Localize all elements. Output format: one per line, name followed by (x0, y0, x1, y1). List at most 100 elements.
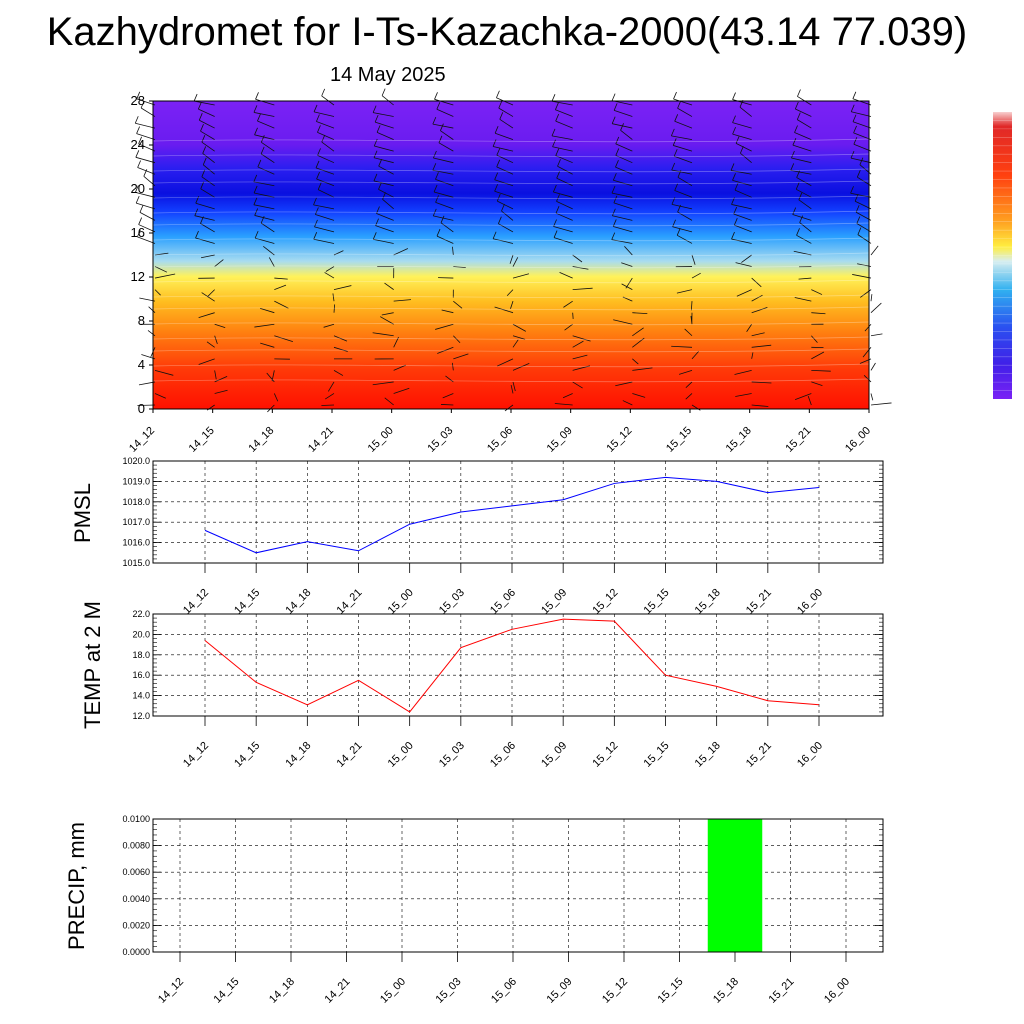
x-tick-label: 16_00 (795, 740, 825, 770)
wind-barb-flag (373, 138, 378, 147)
wind-barb-flag (855, 205, 860, 213)
wind-barb (137, 404, 156, 406)
plot-frame (152, 613, 884, 717)
wind-barb (673, 145, 693, 152)
wind-barb (453, 266, 466, 269)
heatmap-x-tick-label: 15_00 (366, 425, 396, 455)
wind-barb (433, 191, 454, 198)
wind-barb-flag (254, 230, 259, 239)
wind-barbs (134, 88, 892, 413)
wind-barb-flag (433, 184, 438, 193)
wind-barb (200, 223, 215, 233)
wind-barb (870, 302, 882, 313)
wind-barb (381, 312, 394, 316)
wind-barb-flag (315, 207, 319, 215)
wind-barb (257, 120, 275, 129)
wind-barb-flag (435, 172, 439, 180)
wind-barb (453, 335, 461, 343)
wind-barb (678, 370, 693, 375)
wind-barb (798, 199, 812, 210)
wind-barb-flag (381, 88, 386, 96)
x-tick-label: 14_12 (181, 587, 211, 617)
wind-barb (198, 358, 215, 365)
wind-barb (318, 189, 335, 198)
wind-barb (510, 301, 514, 309)
wind-barb (452, 246, 454, 256)
heatmap-x-tick-label: 14_12 (127, 425, 157, 455)
isoline (152, 264, 870, 269)
wind-barb (260, 342, 275, 348)
heatmap-y-tick-label: 16 (131, 225, 145, 240)
wind-barb-flag (315, 160, 320, 169)
wind-barb-flag (551, 128, 556, 137)
wind-barb (433, 157, 454, 164)
wind-barb-flag (731, 231, 735, 240)
wind-barb (136, 133, 156, 140)
wind-barb-flag (615, 160, 619, 168)
wind-barb (453, 353, 469, 360)
wind-barb (493, 238, 514, 244)
wind-barb-flag (435, 195, 439, 203)
wind-barb-flag (494, 172, 499, 180)
wind-barb (313, 204, 335, 210)
wind-barb (685, 381, 693, 388)
y-tick-label: 22.0 (132, 609, 150, 619)
isoline (152, 180, 870, 185)
wind-barb-flag (556, 194, 560, 202)
wind-barb (254, 215, 275, 221)
wind-barb (435, 178, 454, 187)
wind-barb (732, 99, 752, 106)
wind-barb-flag (792, 138, 797, 146)
wind-barb-flag (732, 92, 736, 100)
wind-barb (139, 297, 156, 302)
wind-barb-flag (613, 103, 618, 111)
y-tick-label: 1020.0 (122, 456, 150, 466)
wind-barb-flag (376, 206, 380, 214)
temp-axis-title: TEMP at 2 M (80, 601, 105, 729)
heatmap-x-tick-label: 15_21 (783, 425, 813, 455)
x-tick-label: 15_15 (656, 976, 686, 1006)
wind-barb (746, 324, 752, 332)
x-tick-label: 16_00 (795, 587, 825, 617)
wind-barb (734, 224, 752, 233)
wind-barb (260, 153, 275, 164)
wind-barb (611, 239, 633, 244)
wind-barb-flag (853, 125, 857, 134)
x-tick-label: 15_09 (539, 740, 569, 770)
wind-barb (393, 364, 407, 371)
wind-barb (615, 166, 633, 175)
wind-barb (690, 301, 693, 311)
isoline (152, 294, 870, 299)
wind-barb (214, 323, 226, 328)
x-tick-label: 15_00 (378, 976, 408, 1006)
wind-barb (195, 202, 215, 210)
wind-barb-flag (674, 183, 679, 191)
wind-barb-flag (796, 228, 800, 236)
wind-barb (671, 135, 693, 141)
x-tick-label: 15_18 (693, 740, 723, 770)
wind-barb-flag (611, 116, 616, 124)
wind-barb (199, 119, 215, 129)
wind-barb (214, 375, 228, 383)
wind-barb (378, 165, 394, 175)
wind-barb (195, 237, 215, 244)
wind-barb-flag (850, 186, 854, 194)
wind-barb-flag (612, 208, 616, 216)
wind-barb (734, 369, 752, 375)
wind-barb (559, 271, 573, 279)
wind-barb (384, 397, 394, 406)
y-tick-label: 1019.0 (122, 476, 150, 486)
wind-barb-flag (137, 229, 141, 238)
x-tick-label: 14_15 (232, 587, 262, 617)
wind-barb (751, 332, 765, 337)
wind-barb (613, 179, 633, 187)
wind-barb-flag (854, 194, 859, 202)
x-tick-label: 15_06 (489, 976, 519, 1006)
wind-barb (740, 152, 752, 163)
wind-barb (796, 188, 812, 198)
y-tick-label: 20.0 (132, 629, 150, 639)
heatmap-x-tick-label: 15_06 (485, 425, 515, 455)
heatmap-x-tick-label: 16_00 (843, 425, 873, 455)
wind-barb-flag (498, 100, 503, 109)
